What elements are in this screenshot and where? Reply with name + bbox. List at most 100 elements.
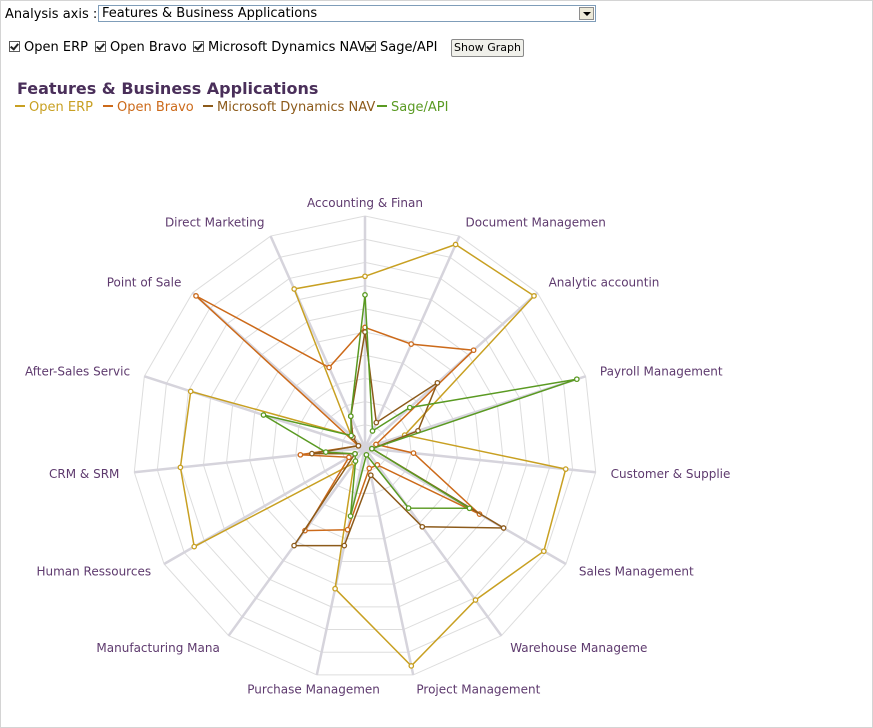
data-point	[347, 513, 354, 519]
data-point	[352, 450, 358, 457]
series-line-2	[292, 331, 507, 547]
legend-swatch	[103, 105, 113, 107]
data-point	[187, 388, 194, 395]
axis-label: Document Managemen	[466, 215, 606, 229]
legend-label: Microsoft Dynamics NAV	[217, 100, 376, 115]
checkbox-sage-api[interactable]: Sage/API	[365, 40, 437, 56]
data-point	[406, 404, 413, 411]
legend-swatch	[377, 105, 387, 107]
analysis-axis-select[interactable]: Features & Business Applications	[98, 5, 596, 22]
axis-label: Sales Management	[579, 565, 694, 579]
axis-spoke	[364, 291, 539, 449]
axis-label: Payroll Management	[600, 365, 723, 379]
axis-spoke	[364, 446, 596, 474]
data-point	[367, 472, 374, 479]
axis-label: Point of Sale	[107, 276, 182, 290]
legend-item-sage-api[interactable]: Sage/API	[377, 100, 448, 116]
grid-ring	[133, 215, 597, 676]
legend-swatch	[203, 105, 213, 107]
checkbox-label: Open Bravo	[110, 40, 187, 55]
axis-spoke	[363, 447, 503, 637]
data-point	[373, 419, 380, 426]
axis-spoke	[269, 235, 367, 449]
data-point	[346, 454, 352, 461]
grid-ring	[272, 354, 458, 540]
axis-label: Manufacturing Mana	[96, 641, 219, 655]
data-point	[362, 273, 368, 280]
data-point	[434, 379, 441, 386]
data-point	[419, 523, 426, 530]
legend-swatch	[15, 105, 25, 107]
checkbox-label: Sage/API	[380, 40, 438, 55]
data-point	[363, 451, 370, 458]
axis-label: Accounting & Finan	[307, 196, 423, 210]
axis-label: Direct Marketing	[165, 215, 265, 229]
data-point	[362, 292, 368, 298]
legend-label: Open Bravo	[117, 100, 194, 115]
data-point	[366, 465, 373, 472]
data-point	[291, 286, 298, 292]
analysis-axis-value: Features & Business Applications	[102, 6, 318, 21]
axis-spoke	[144, 375, 366, 450]
data-point	[355, 442, 362, 449]
grid-ring	[156, 238, 574, 653]
show-graph-button[interactable]: Show Graph	[451, 39, 524, 57]
chart-title: Features & Business Applications	[17, 79, 319, 98]
checkbox-microsoft-dynamics-nav[interactable]: Microsoft Dynamics NAV	[193, 40, 366, 56]
checkbox-open-erp[interactable]: Open ERP	[9, 40, 88, 56]
legend-item-open-erp[interactable]: Open ERP	[15, 100, 93, 116]
series-line-0	[179, 243, 567, 667]
data-point	[408, 341, 415, 347]
checkbox-checked-icon[interactable]	[193, 41, 204, 52]
data-point	[369, 445, 375, 452]
data-point	[297, 451, 304, 458]
data-point	[352, 458, 359, 464]
legend-item-microsoft-dynamics-nav[interactable]: Microsoft Dynamics NAV	[203, 100, 375, 116]
data-point	[410, 450, 417, 456]
checkbox-checked-icon[interactable]	[9, 41, 20, 52]
axis-label: Purchase Managemen	[247, 683, 380, 697]
data-point	[573, 376, 580, 383]
data-point	[472, 597, 479, 603]
series-line-3	[263, 294, 578, 517]
data-point	[291, 542, 297, 549]
axis-label: Analytic accountin	[549, 276, 660, 290]
data-point	[452, 241, 459, 248]
axis-label: Project Management	[416, 683, 540, 697]
analysis-axis-label: Analysis axis :	[5, 7, 98, 22]
legend-item-open-bravo[interactable]: Open Bravo	[103, 100, 194, 116]
data-point	[540, 548, 547, 555]
axis-spoke	[363, 447, 415, 676]
axis-label: Human Ressources	[36, 565, 151, 579]
checkbox-open-bravo[interactable]: Open Bravo	[95, 40, 187, 56]
data-point	[466, 505, 473, 512]
data-point	[191, 543, 198, 550]
checkbox-label: Microsoft Dynamics NAV	[208, 40, 367, 55]
data-point	[500, 525, 507, 531]
axis-label: Customer & Supplie	[611, 467, 731, 481]
data-point	[470, 347, 477, 354]
series-line-1	[195, 295, 481, 532]
data-point	[341, 542, 348, 549]
grid-ring	[318, 401, 412, 494]
legend-label: Open ERP	[29, 100, 93, 115]
data-point	[322, 449, 329, 455]
axis-label: Warehouse Manageme	[510, 641, 647, 655]
checkbox-checked-icon[interactable]	[365, 41, 376, 52]
data-point	[177, 464, 184, 471]
axis-label: CRM & SRM	[49, 467, 119, 481]
data-point	[531, 293, 537, 299]
checkbox-label: Open ERP	[24, 40, 88, 55]
grid-ring	[202, 285, 528, 608]
data-point	[347, 413, 354, 420]
data-point	[369, 428, 376, 434]
grid-ring	[226, 308, 504, 585]
checkbox-checked-icon[interactable]	[95, 41, 106, 52]
data-point	[332, 585, 338, 592]
chevron-down-icon[interactable]	[579, 7, 594, 20]
data-point	[193, 293, 199, 299]
data-point	[562, 466, 569, 472]
data-point	[309, 450, 315, 457]
legend-label: Sage/API	[391, 100, 449, 115]
